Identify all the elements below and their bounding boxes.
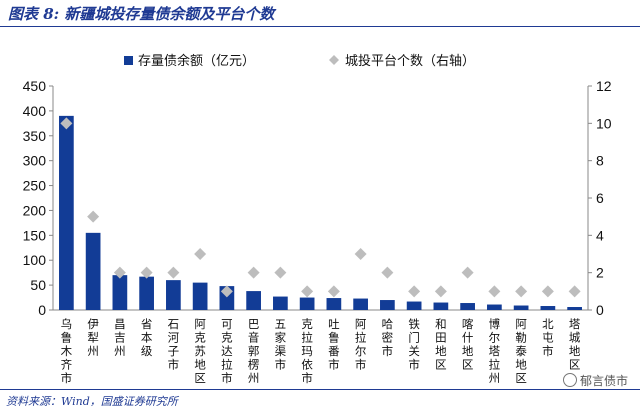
bar <box>299 297 315 310</box>
legend-bar-swatch <box>124 56 133 65</box>
x-axis-tick-label: 五家渠市 <box>275 317 287 372</box>
right-axis-tick-label: 2 <box>596 265 604 281</box>
figure-title-bar: 图表 8: 新疆城投存量债余额及平台个数 <box>0 0 640 26</box>
bar <box>112 275 128 310</box>
x-axis-tick-label: 哈密市 <box>382 317 394 358</box>
bar <box>59 115 74 310</box>
bar <box>139 276 154 310</box>
bar <box>273 296 288 310</box>
bar <box>433 302 449 310</box>
right-axis-tick-label: 12 <box>596 78 612 94</box>
left-axis-tick-label: 400 <box>23 103 47 119</box>
marker-diamond <box>247 266 260 279</box>
marker-diamond <box>541 285 554 298</box>
marker-diamond <box>194 248 207 260</box>
marker-diamond <box>434 285 447 298</box>
bar <box>85 232 101 310</box>
bar <box>406 301 422 310</box>
x-axis-tick-label: 可克达拉市 <box>221 317 233 385</box>
marker-diamond <box>87 210 100 223</box>
bar <box>326 298 342 310</box>
wechat-icon <box>562 373 577 387</box>
x-axis-tick-label: 伊犁州 <box>87 317 99 358</box>
bar <box>460 303 475 310</box>
x-axis-tick-label: 阿拉尔市 <box>355 317 367 372</box>
bar <box>166 280 181 310</box>
right-axis-tick-label: 6 <box>596 190 604 206</box>
marker-diamond <box>515 285 528 298</box>
legend-bar-label: 存量债余额（亿元） <box>138 53 255 69</box>
left-axis-tick-label: 250 <box>23 178 47 194</box>
left-axis-tick-label: 150 <box>23 227 47 243</box>
right-axis-tick-label: 4 <box>596 227 604 243</box>
bar <box>540 306 556 310</box>
title-divider <box>0 26 640 27</box>
marker-diamond <box>461 266 474 279</box>
x-axis-tick-label: 和田地区 <box>435 317 447 372</box>
x-axis-tick-label: 喀什地区 <box>462 317 474 372</box>
bar <box>192 282 208 310</box>
marker-diamond <box>113 266 126 279</box>
marker-diamond <box>488 285 501 298</box>
marker-diamond <box>274 266 287 279</box>
bar <box>513 305 529 310</box>
left-axis-tick-label: 350 <box>23 128 47 144</box>
marker-diamond <box>301 285 314 298</box>
right-axis-tick-label: 10 <box>596 115 612 131</box>
x-axis-tick-label: 石河子市 <box>168 317 180 372</box>
x-axis-tick-label: 吐鲁番市 <box>328 317 340 372</box>
legend-marker-swatch <box>329 55 339 65</box>
left-axis-tick-label: 0 <box>38 302 46 318</box>
marker-diamond <box>354 248 367 260</box>
marker-diamond <box>381 266 394 279</box>
x-axis-tick-label: 博尔塔拉州 <box>489 317 501 385</box>
bar <box>567 307 582 310</box>
left-axis-tick-label: 300 <box>23 153 47 169</box>
marker-diamond <box>60 117 73 130</box>
source-divider <box>0 389 640 390</box>
left-axis-tick-label: 50 <box>30 277 46 293</box>
x-axis-tick-label: 阿克苏地区 <box>194 317 206 385</box>
watermark: 郁言债市 <box>562 372 628 389</box>
watermark-text: 郁言债市 <box>579 374 628 388</box>
bar <box>246 291 261 310</box>
bar <box>487 304 502 310</box>
left-axis-tick-label: 100 <box>23 252 47 268</box>
left-axis-tick-label: 200 <box>23 202 47 218</box>
figure-title: 图表 8: 新疆城投存量债余额及平台个数 <box>8 5 275 23</box>
x-axis-tick-label: 克拉玛依市 <box>301 317 313 385</box>
x-axis-tick-label: 乌鲁木齐市 <box>61 317 73 385</box>
source-note: 资料来源：Wind，国盛证券研究所 <box>6 395 178 408</box>
marker-diamond <box>568 285 581 298</box>
bar <box>353 298 368 310</box>
marker-diamond <box>327 285 340 298</box>
marker-diamond <box>220 285 233 298</box>
right-axis-tick-label: 8 <box>596 153 604 169</box>
left-axis-tick-label: 450 <box>23 78 47 94</box>
x-axis-tick-label: 阿勒泰地区 <box>515 317 527 385</box>
legend-marker-label: 城投平台个数（右轴） <box>345 53 475 69</box>
marker-diamond <box>408 285 421 298</box>
chart-area: 存量债余额（亿元） 城投平台个数（右轴）050100150200250300350… <box>23 53 612 385</box>
bar <box>380 300 395 310</box>
x-axis-tick-label: 昌吉州 <box>114 317 126 358</box>
x-axis-tick-label: 巴音郭楞州 <box>248 317 260 385</box>
x-axis-tick-label: 省本级 <box>141 317 153 358</box>
marker-diamond <box>167 266 180 279</box>
x-axis-tick-label: 北屯市 <box>542 317 554 358</box>
marker-diamond <box>140 266 153 279</box>
x-axis-tick-label: 塔城地区 <box>569 317 581 372</box>
x-axis-tick-label: 铁门关市 <box>408 317 420 372</box>
right-axis-tick-label: 0 <box>596 302 604 318</box>
